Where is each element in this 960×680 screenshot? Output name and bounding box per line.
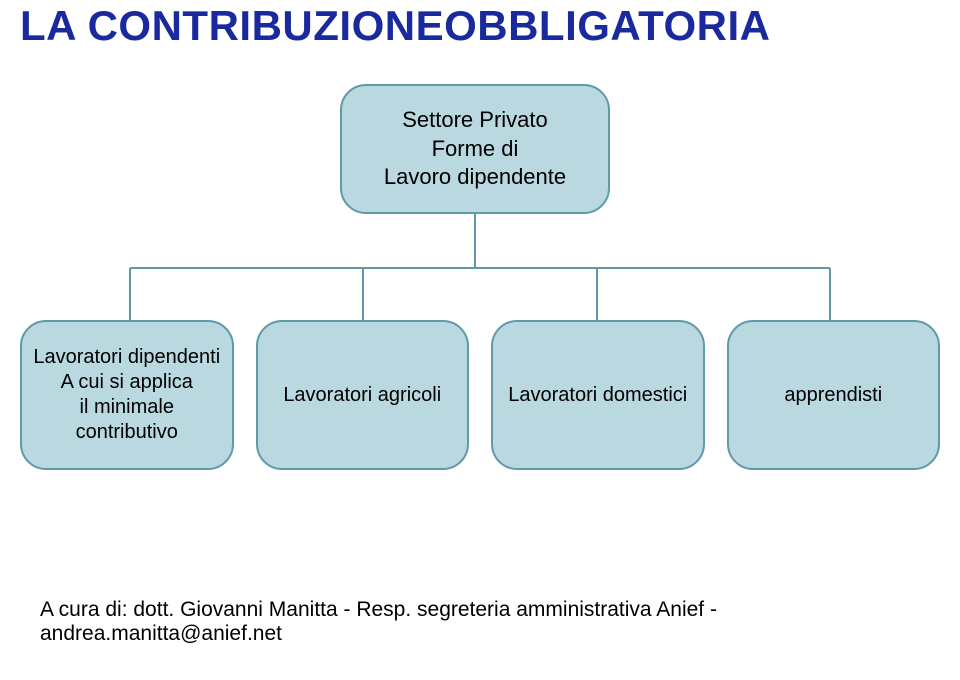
leaf-node-0: Lavoratori dipendenti A cui si applica i… xyxy=(20,320,234,470)
leaf-node-1: Lavoratori agricoli xyxy=(256,320,470,470)
leaf1-l1: Lavoratori agricoli xyxy=(283,384,441,406)
root-line1: Settore Privato xyxy=(402,107,548,132)
leaf0-l3: il minimale xyxy=(80,396,174,418)
leaf3-l1: apprendisti xyxy=(784,384,882,406)
root-node: Settore Privato Forme di Lavoro dipenden… xyxy=(340,84,610,214)
root-line2: Forme di xyxy=(432,136,519,161)
leaf0-l1: Lavoratori dipendenti xyxy=(33,346,220,368)
leaf0-l2: A cui si applica xyxy=(61,371,193,393)
root-line3: Lavoro dipendente xyxy=(384,164,566,189)
leaf-node-2: Lavoratori domestici xyxy=(491,320,705,470)
leaf2-l1: Lavoratori domestici xyxy=(508,384,687,406)
leaf-node-3: apprendisti xyxy=(727,320,941,470)
page-title: LA CONTRIBUZIONEOBBLIGATORIA xyxy=(20,2,771,50)
leaf0-l4: contributivo xyxy=(76,421,178,443)
footer-credit: A cura di: dott. Giovanni Manitta - Resp… xyxy=(40,598,960,646)
leaf-row: Lavoratori dipendenti A cui si applica i… xyxy=(20,320,940,470)
